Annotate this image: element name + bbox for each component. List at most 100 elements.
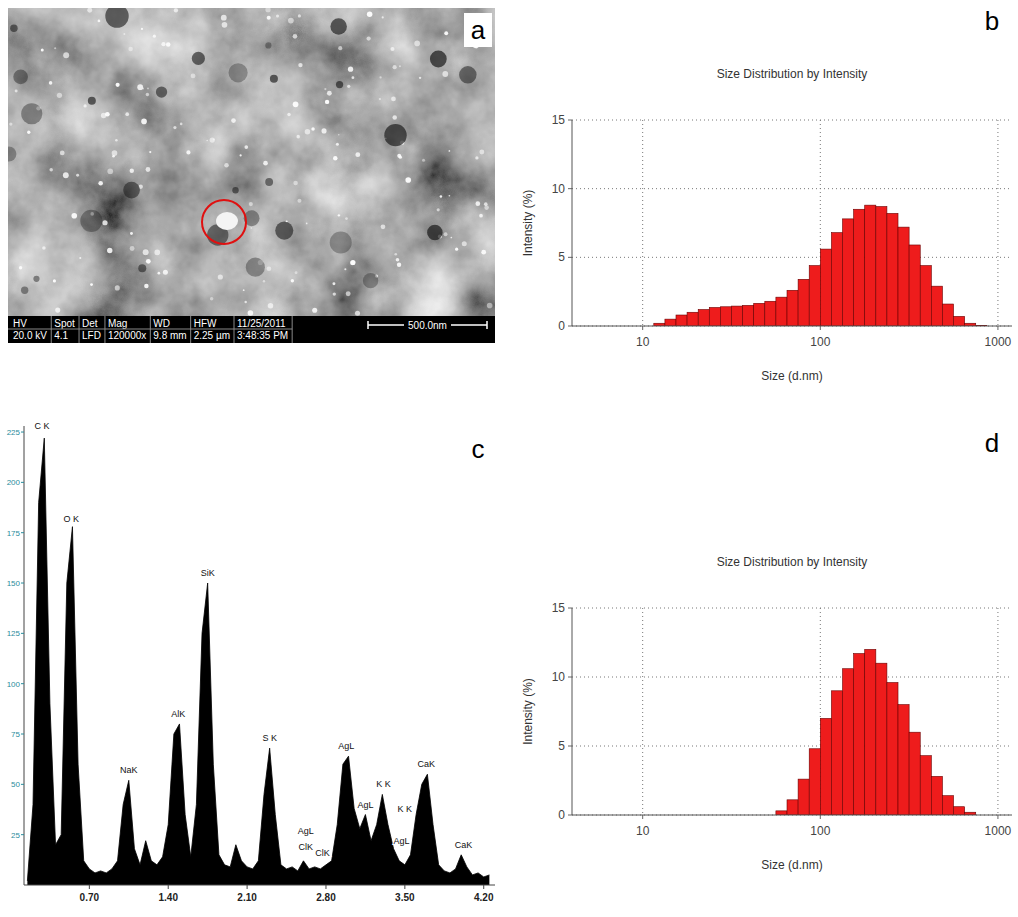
sem-particle: [455, 248, 458, 251]
tick-label: 10: [636, 824, 650, 838]
info-value: 20.0 kV: [13, 330, 47, 341]
info-value: LFD: [82, 330, 101, 341]
highlight-circle: [202, 200, 246, 244]
sem-particle: [325, 100, 329, 104]
sem-shadow: [123, 182, 140, 199]
peak-label: AgL: [393, 836, 409, 846]
sem-particle: [57, 93, 62, 98]
info-header: Det: [82, 318, 98, 329]
sem-particle: [288, 18, 294, 24]
sem-shadow: [427, 225, 442, 240]
sem-particle: [484, 202, 488, 206]
bar: [743, 305, 754, 326]
sem-particle: [332, 282, 335, 285]
tick-label: 10: [552, 670, 566, 684]
tick-label: 5: [558, 250, 565, 264]
info-value: 4.1: [54, 330, 68, 341]
tick-label: 4.20: [474, 892, 494, 903]
sem-shadow: [270, 75, 278, 83]
sem-shadow: [275, 222, 293, 240]
sem-shadow: [384, 124, 406, 146]
sem-particle: [76, 174, 79, 177]
scale-bar-end: [367, 321, 369, 329]
sem-particle: [396, 258, 400, 262]
sem-particle: [350, 260, 355, 265]
sem-particle: [210, 297, 213, 300]
bar: [731, 306, 742, 326]
sem-particle: [251, 227, 253, 229]
sem-particle: [102, 220, 107, 225]
sem-texture: [8, 8, 495, 316]
sem-particle: [475, 156, 478, 159]
sem-particle: [158, 272, 161, 275]
sem-shadow: [13, 69, 28, 84]
tick-label: 1000: [985, 824, 1012, 838]
axis-line: [572, 608, 573, 815]
sem-particle: [144, 284, 149, 289]
sem-particle: [191, 73, 196, 78]
sem-particle: [347, 85, 350, 88]
bar: [843, 669, 854, 815]
sem-particle: [381, 224, 386, 229]
sem-particle: [268, 303, 273, 308]
sem-particle: [350, 260, 355, 265]
axis-line: [572, 120, 573, 326]
sem-particle: [345, 217, 348, 220]
sem-particle: [244, 145, 248, 149]
scale-bar: [451, 324, 487, 326]
sem-particle: [391, 97, 396, 102]
sem-shadow: [229, 63, 248, 82]
sem-particle: [333, 156, 337, 160]
sem-shadow: [21, 287, 28, 294]
sem-base: [8, 8, 495, 316]
sem-particle: [123, 33, 125, 35]
sem-particle: [107, 248, 112, 253]
chart-title: Size Distribution by Intensity: [717, 67, 868, 81]
grid-line: [642, 120, 643, 326]
tick-mark: [568, 677, 572, 678]
sem-shadow: [430, 51, 447, 68]
tick-label: 3.50: [395, 892, 415, 903]
sem-particle: [60, 150, 65, 155]
tick-mark: [820, 815, 821, 819]
sem-particle: [379, 76, 381, 78]
bar: [931, 776, 942, 815]
sem-particle: [305, 129, 310, 134]
sem-particle: [141, 119, 147, 125]
info-value: 120000x: [108, 330, 146, 341]
sem-particle: [221, 15, 227, 21]
sem-particle: [437, 208, 440, 211]
sem-shadow: [138, 264, 146, 272]
tick-mark: [21, 532, 24, 533]
grid-line: [997, 120, 998, 326]
sem-particle: [321, 128, 326, 133]
bar: [876, 207, 887, 326]
sem-particle: [475, 201, 480, 206]
sem-particle: [210, 137, 215, 142]
bar: [909, 245, 920, 326]
tick-mark: [997, 815, 998, 819]
sem-particle: [333, 292, 336, 295]
tick-label: 25: [11, 831, 20, 840]
sem-particle: [397, 263, 401, 267]
sem-particle: [240, 154, 242, 156]
sem-particle: [49, 81, 53, 85]
sem-particle-large: [216, 212, 238, 230]
sem-particle: [298, 63, 302, 67]
sem-particle: [166, 42, 171, 47]
sem-particle: [324, 88, 326, 90]
tick-mark: [89, 885, 90, 889]
tick-label: 15: [552, 601, 566, 615]
sem-shadow: [10, 24, 18, 32]
info-header: Spot: [54, 318, 75, 329]
tick-mark: [568, 815, 572, 816]
sem-particle: [49, 168, 53, 172]
grid-line: [572, 746, 1012, 747]
sem-particle: [367, 12, 373, 18]
bar: [831, 691, 842, 815]
sem-particle: [399, 65, 401, 67]
sem-particle: [311, 127, 314, 130]
info-header: HV: [13, 318, 27, 329]
sem-particle: [41, 48, 44, 51]
sem-shadow: [192, 52, 205, 65]
